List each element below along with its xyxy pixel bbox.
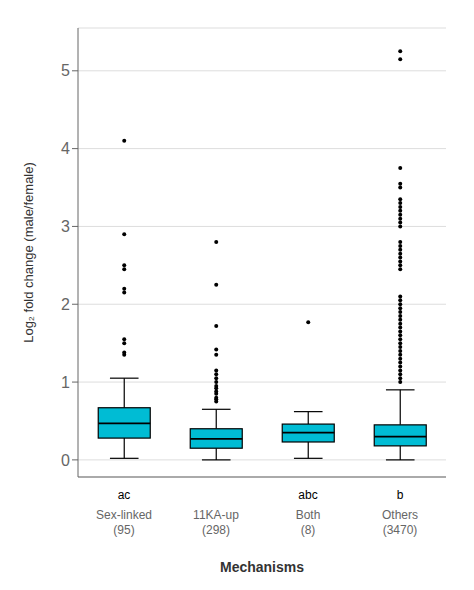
- svg-text:1: 1: [61, 374, 70, 391]
- svg-text:Log₂ fold change (male/female): Log₂ fold change (male/female): [21, 162, 36, 343]
- svg-text:abc: abc: [298, 488, 317, 502]
- svg-text:4: 4: [61, 140, 70, 157]
- svg-text:(95): (95): [113, 523, 134, 537]
- svg-text:ac: ac: [118, 488, 131, 502]
- svg-text:b: b: [397, 488, 404, 502]
- svg-text:(3470): (3470): [383, 523, 418, 537]
- svg-text:11KA-up: 11KA-up: [193, 508, 239, 522]
- svg-text:Mechanisms: Mechanisms: [220, 559, 304, 575]
- svg-text:3: 3: [61, 218, 70, 235]
- svg-text:5: 5: [61, 62, 70, 79]
- svg-text:Sex-linked: Sex-linked: [96, 508, 152, 522]
- svg-text:2: 2: [61, 296, 70, 313]
- svg-text:Both: Both: [296, 508, 321, 522]
- svg-text:(298): (298): [202, 523, 230, 537]
- svg-text:0: 0: [61, 452, 70, 469]
- svg-text:Others: Others: [382, 508, 418, 522]
- svg-text:(8): (8): [301, 523, 316, 537]
